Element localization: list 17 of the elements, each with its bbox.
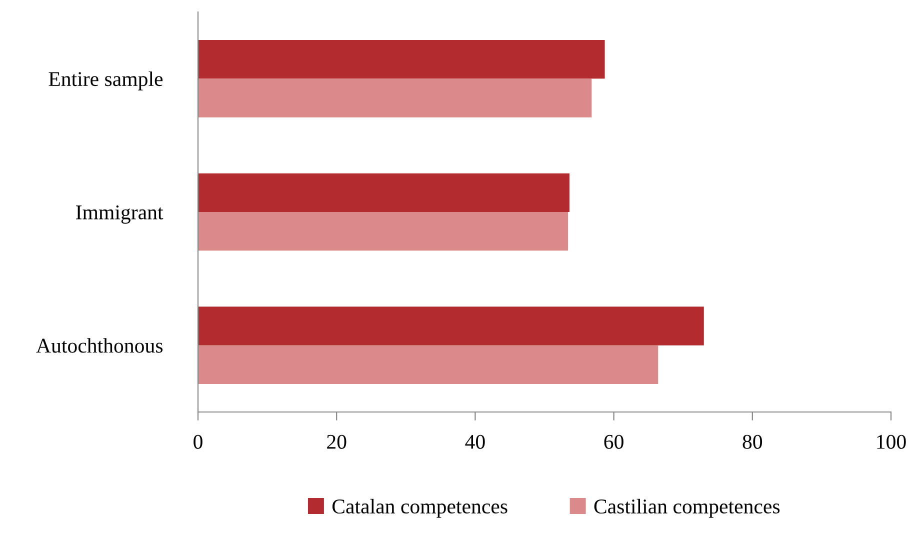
legend-label: Castilian competences: [594, 498, 780, 518]
bar: [198, 173, 570, 212]
bar: [198, 345, 658, 384]
x-tick-label: 100: [877, 434, 906, 449]
y-tick-label: Autochthonous: [36, 338, 163, 353]
x-tick-label: 20: [327, 434, 346, 449]
x-tick-label: 0: [194, 434, 202, 449]
bar: [198, 306, 704, 346]
x-tick-label: 60: [604, 434, 624, 449]
y-tick-label: Entire sample: [48, 71, 163, 90]
bar: [198, 78, 592, 118]
x-tick-label: 40: [465, 434, 485, 449]
y-tick-label: Immigrant: [76, 205, 164, 224]
bar: [198, 40, 605, 79]
legend-label: Catalan competences: [332, 498, 508, 518]
bar: [198, 212, 568, 251]
x-tick-label: 80: [742, 434, 762, 449]
